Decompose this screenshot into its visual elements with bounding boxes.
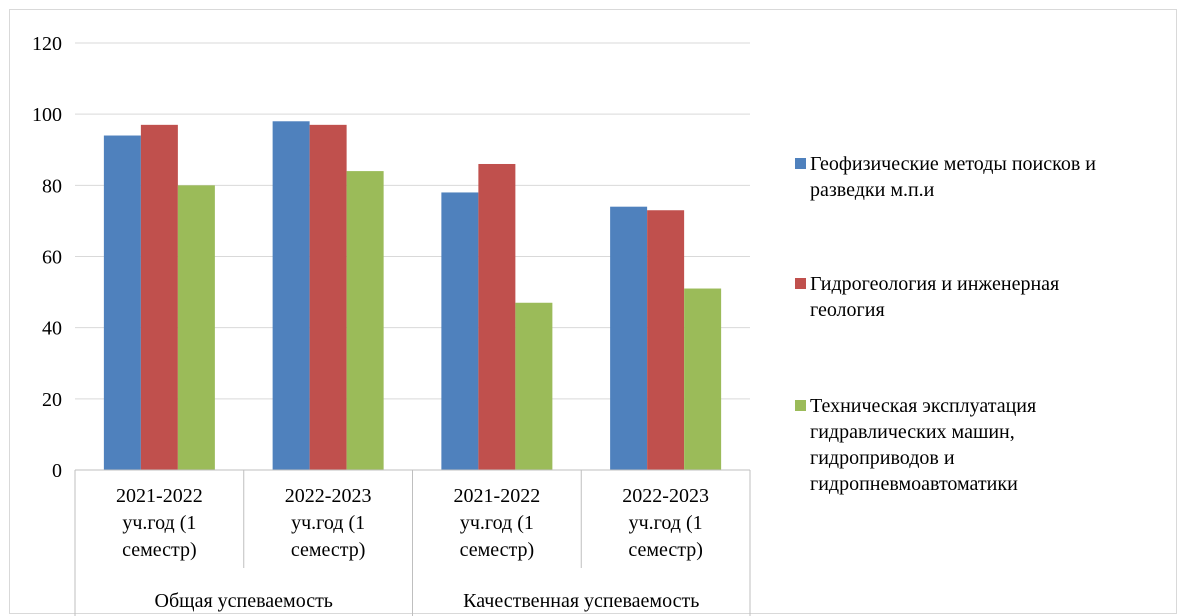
x-tick-label: 2022-2023 xyxy=(622,485,709,507)
legend-label: гидроприводов и xyxy=(810,447,955,469)
bar xyxy=(515,302,553,470)
bar xyxy=(309,124,347,470)
x-tick-label: семестр) xyxy=(460,539,535,561)
legend-swatch xyxy=(795,400,806,411)
bars xyxy=(103,121,722,471)
x-tick-label: семестр) xyxy=(628,539,703,561)
axes xyxy=(74,469,751,616)
bar xyxy=(346,171,384,470)
bar xyxy=(441,192,479,470)
x-tick-label: семестр) xyxy=(122,539,197,561)
chart-frame xyxy=(9,9,1177,614)
legend-swatch xyxy=(795,158,806,169)
bar xyxy=(272,121,310,471)
x-tick-label: уч.год (1 xyxy=(460,512,534,534)
legend-label: гидравлических машин, xyxy=(810,421,1015,443)
legend-label: Геофизические методы поисков и xyxy=(810,153,1096,175)
legend: Геофизические методы поисков и разведки м… xyxy=(795,153,1096,495)
legend-swatch xyxy=(795,278,806,289)
y-tick-label: 60 xyxy=(42,247,62,269)
bar xyxy=(647,210,685,470)
x-tick-label: 2021-2022 xyxy=(116,485,203,507)
bar xyxy=(478,163,516,470)
axis-labels: 0 20 40 60 80 100 120 2021-2022 уч.год (1 семестр… xyxy=(32,33,709,612)
bar xyxy=(610,206,648,470)
bar xyxy=(684,288,722,470)
bar xyxy=(140,124,178,470)
legend-label: разведки м.п.и xyxy=(810,179,935,201)
legend-label: гидропневмоавтоматики xyxy=(810,473,1018,495)
x-tick-label: уч.год (1 xyxy=(291,512,365,534)
y-tick-label: 120 xyxy=(32,33,62,55)
y-tick-label: 20 xyxy=(42,389,62,411)
x-tick-label: 2022-2023 xyxy=(285,485,372,507)
x-tick-label: уч.год (1 xyxy=(629,512,703,534)
legend-label: геология xyxy=(810,299,885,321)
y-tick-label: 100 xyxy=(32,104,62,126)
group-label: Качественная успеваемость xyxy=(463,590,699,612)
x-tick-label: уч.год (1 xyxy=(122,512,196,534)
legend-label: Гидрогеология и инженерная xyxy=(810,273,1059,295)
x-tick-label: семестр) xyxy=(291,539,366,561)
bar xyxy=(103,135,141,470)
x-tick-label: 2021-2022 xyxy=(454,485,541,507)
y-tick-label: 40 xyxy=(42,318,62,340)
group-label: Общая успеваемость xyxy=(155,590,333,612)
y-tick-label: 0 xyxy=(52,460,62,482)
bar xyxy=(177,185,215,471)
legend-label: Техническая эксплуатация xyxy=(810,395,1036,417)
y-tick-label: 80 xyxy=(42,175,62,197)
